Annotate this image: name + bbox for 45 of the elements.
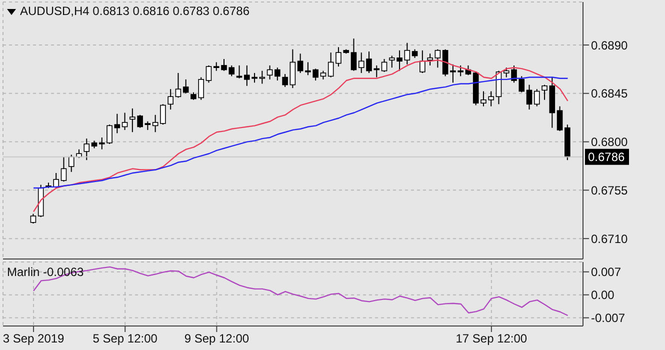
- line-series: [32, 59, 568, 212]
- candlestick: [297, 53, 304, 74]
- candlestick: [160, 104, 166, 126]
- x-tick-label: 9 Sep 12:00: [184, 332, 250, 346]
- x-tick-label: 5 Sep 12:00: [92, 332, 158, 346]
- chart-title: Marlin -0.0063: [7, 265, 84, 279]
- candlestick: [442, 48, 448, 77]
- candlestick: [175, 72, 182, 98]
- candlestick: [152, 114, 158, 133]
- candlestick: [427, 53, 433, 66]
- y-tick-label: 0.6890: [591, 38, 628, 52]
- candlestick: [542, 84, 548, 100]
- candlestick: [328, 52, 334, 78]
- candlestick: [434, 48, 441, 68]
- candlestick: [182, 78, 189, 94]
- candlestick: [266, 64, 273, 80]
- ref-line-label: 0.6786: [588, 150, 626, 164]
- candlestick: [534, 88, 540, 107]
- candlestick: [290, 48, 296, 89]
- candlestick: [168, 88, 174, 110]
- y-tick-label: 0.6800: [591, 135, 628, 150]
- candlestick: [282, 74, 288, 88]
- y-tick-label: 0.6755: [591, 183, 628, 198]
- candlestick: [404, 42, 410, 65]
- candlestick: [122, 112, 128, 130]
- x-tick-label: 17 Sep 12:00: [456, 332, 528, 346]
- candlestick: [350, 38, 357, 72]
- candlestick: [60, 156, 67, 182]
- x-tick-label: 3 Sep 2019: [2, 332, 65, 346]
- chart-title: AUDUSD,H4 0.6813 0.6816 0.6783 0.6786: [20, 4, 250, 18]
- y-tick-label: 0.00: [591, 288, 615, 302]
- candlestick: [68, 154, 74, 172]
- candlestick: [206, 64, 212, 84]
- candlestick: [556, 106, 563, 132]
- y-tick-label: -0.007: [591, 311, 626, 326]
- y-tick-label: 0.6845: [591, 86, 628, 101]
- candlestick: [274, 67, 280, 81]
- y-tick-label: 0.007: [591, 265, 622, 280]
- candlestick: [420, 50, 426, 74]
- candlestick: [84, 138, 90, 161]
- candlestick: [114, 113, 120, 134]
- candlestick: [30, 213, 36, 224]
- y-tick-label: 0.6710: [591, 232, 628, 246]
- candlestick: [381, 58, 388, 72]
- candlestick: [526, 84, 532, 110]
